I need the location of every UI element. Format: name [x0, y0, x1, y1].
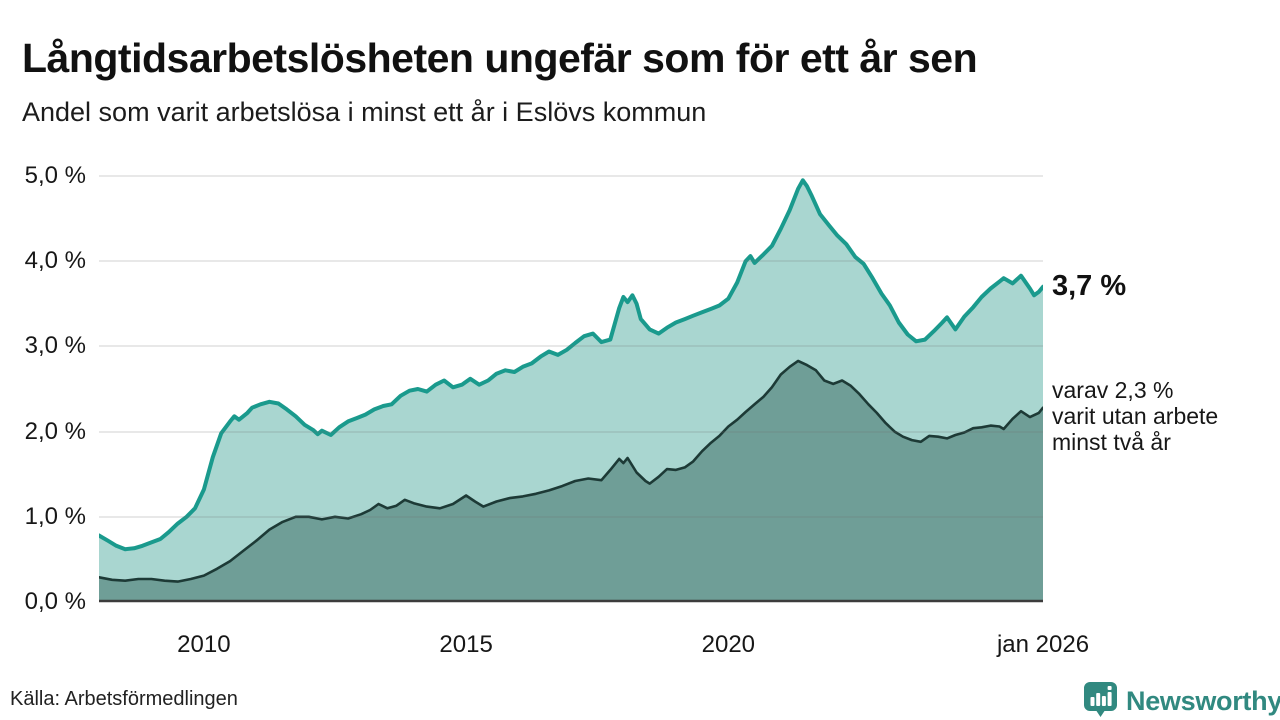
- source-note: Källa: Arbetsförmedlingen: [10, 688, 238, 710]
- y-axis-label: 5,0 %: [24, 162, 86, 189]
- line-one-year: [99, 178, 1043, 552]
- gridline: [99, 515, 1043, 518]
- line-two-years: [99, 359, 1043, 583]
- secondary-annotation-line1: varav 2,3 %: [1052, 377, 1174, 403]
- gridline: [99, 260, 1043, 263]
- gridline: [99, 345, 1043, 348]
- x-axis-label: 2020: [701, 631, 756, 658]
- x-axis-label: 2010: [177, 631, 231, 658]
- y-axis-label: 1,0 %: [24, 502, 86, 530]
- chart-subtitle: Andel som varit arbetslösa i minst ett å…: [22, 97, 707, 127]
- chart-title: Långtidsarbetslösheten ungefär som för e…: [22, 35, 978, 82]
- x-axis-label: 2015: [439, 631, 493, 658]
- y-axis-label: 0,0 %: [24, 588, 86, 615]
- brand-wordmark: Newsworthy: [1126, 686, 1280, 716]
- secondary-annotation: varav 2,3 % varit utan arbete minst två …: [1052, 377, 1218, 455]
- secondary-annotation-line3: minst två år: [1052, 429, 1171, 455]
- brand-logo: Newsworthy: [1082, 680, 1280, 720]
- secondary-annotation-line2: varit utan arbete: [1052, 403, 1219, 429]
- chart-plot-area: [99, 178, 1043, 603]
- area-two-years: [99, 360, 1043, 602]
- x-axis-label: jan 2026: [996, 631, 1090, 658]
- latest-value-label: 3,7 %: [1052, 270, 1127, 302]
- gridline: [99, 175, 1043, 177]
- y-axis-label: 3,0 %: [24, 332, 86, 360]
- newsworthy-chart-pin-icon: [1082, 680, 1119, 720]
- y-axis-label: 2,0 %: [24, 417, 86, 445]
- gridline: [99, 430, 1043, 433]
- y-axis-label: 4,0 %: [24, 247, 86, 275]
